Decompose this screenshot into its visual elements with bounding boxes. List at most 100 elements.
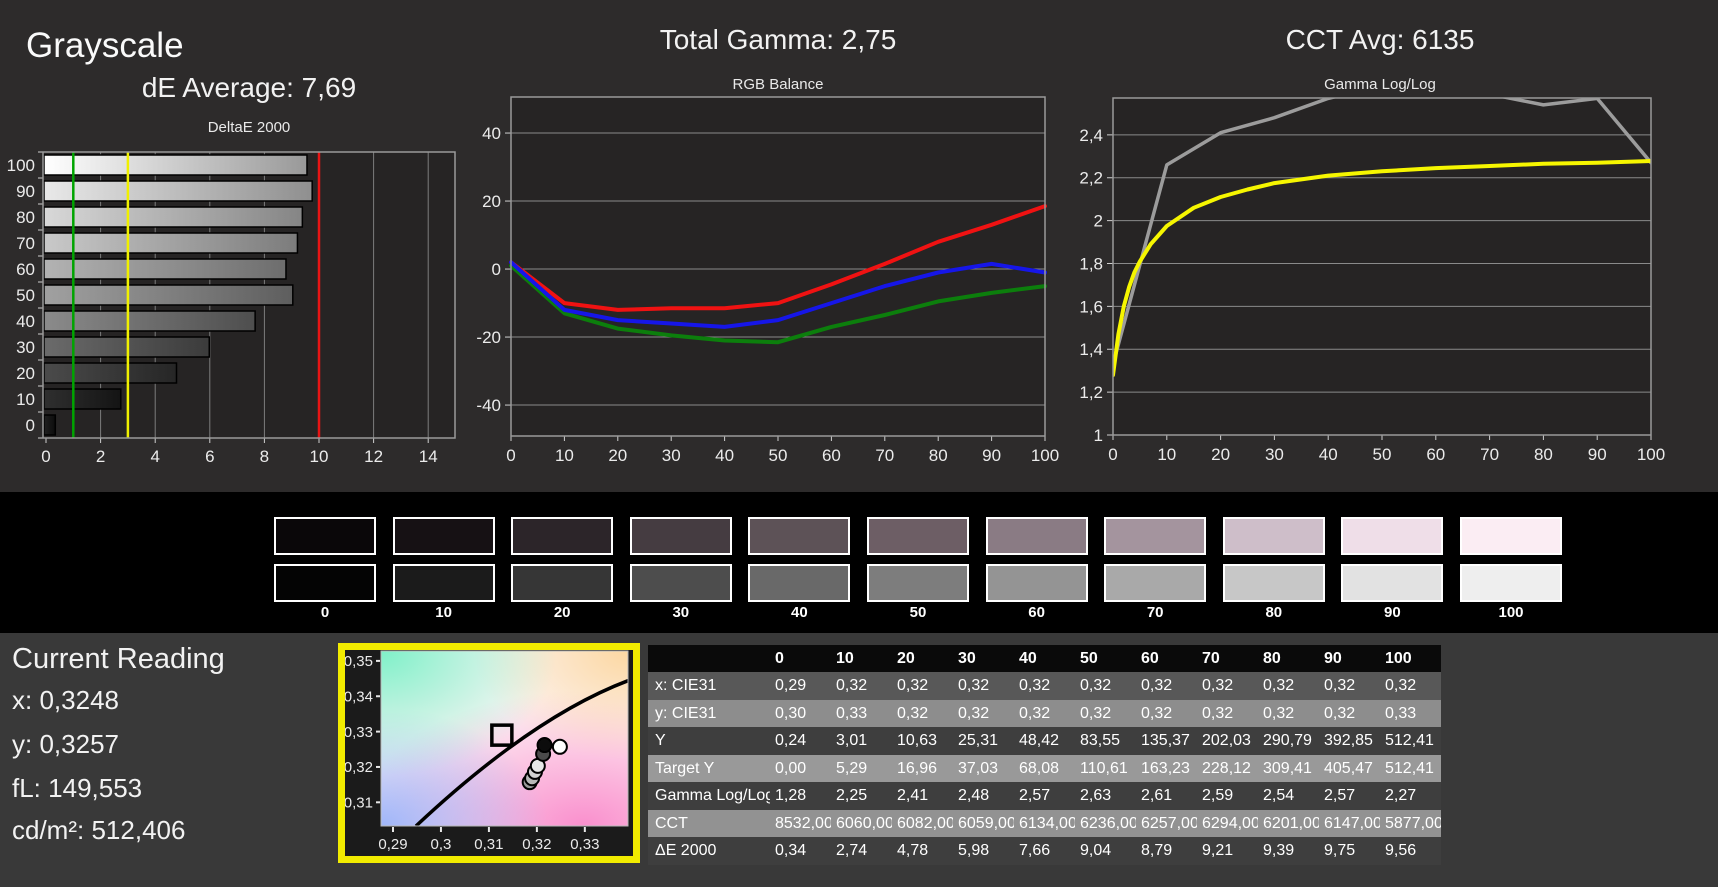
table-col-header-0: 0 <box>775 650 784 667</box>
page-title: Grayscale <box>26 26 184 65</box>
actual-swatch-10 <box>392 517 495 555</box>
svg-text:-20: -20 <box>476 328 501 347</box>
table-cell: 0,32 <box>1324 704 1356 722</box>
svg-text:1,6: 1,6 <box>1079 297 1103 316</box>
reading-y-label: y: <box>12 729 33 759</box>
table-cell: 9,39 <box>1263 842 1295 859</box>
actual-swatch-60 <box>985 517 1088 555</box>
table-cell: 0,24 <box>775 732 807 749</box>
row-label: y: CIE31 <box>655 704 717 722</box>
actual-swatch-50 <box>867 517 969 555</box>
reading-fl-label: fL: <box>12 773 41 803</box>
table-cell: 512,41 <box>1385 759 1434 777</box>
row-label: Target Y <box>655 759 715 777</box>
table-cell: 0,32 <box>1080 704 1112 722</box>
swatch-level-label: 90 <box>1384 604 1401 621</box>
table-cell: 0,34 <box>775 842 807 859</box>
table-cell: 9,75 <box>1324 842 1356 859</box>
table-col-header-20: 20 <box>897 650 915 667</box>
target-swatch-20 <box>511 564 614 602</box>
svg-text:90: 90 <box>1588 445 1607 464</box>
table-cell: 6257,00 <box>1141 814 1197 832</box>
table-cell: 68,08 <box>1019 759 1060 777</box>
swatch-level-label: 40 <box>791 604 808 621</box>
target-swatch-80 <box>1222 564 1325 602</box>
table-cell: 2,57 <box>1324 787 1356 804</box>
target-swatch-60 <box>985 564 1088 602</box>
svg-text:40: 40 <box>482 124 501 143</box>
svg-text:0: 0 <box>492 260 501 279</box>
svg-text:-40: -40 <box>476 396 501 415</box>
deltae-bar-60 <box>43 258 287 280</box>
svg-text:0: 0 <box>506 446 515 465</box>
reading-x-label: x: <box>12 685 33 715</box>
table-col-header-100: 100 <box>1385 650 1412 667</box>
table-cell: 6236,00 <box>1080 814 1136 832</box>
deltae-bar-50 <box>43 284 294 306</box>
table-cell: 0,32 <box>836 677 868 694</box>
table-cell: 0,32 <box>1202 704 1234 722</box>
table-cell: 6294,00 <box>1202 814 1258 832</box>
table-cell: 2,25 <box>836 787 868 804</box>
deltae-bar-10 <box>43 388 122 410</box>
measured-point-5 <box>536 737 553 754</box>
svg-text:0,33: 0,33 <box>345 724 373 741</box>
svg-text:1,2: 1,2 <box>1079 383 1103 402</box>
total-gamma-title: Total Gamma: 2,75 <box>659 24 897 55</box>
svg-text:20: 20 <box>608 446 627 465</box>
svg-text:0,34: 0,34 <box>345 689 373 706</box>
deltae-bar-30 <box>43 336 211 358</box>
table-cell: 2,54 <box>1263 787 1295 804</box>
table-cell: 83,55 <box>1080 732 1121 749</box>
swatch-level-label: 20 <box>553 604 571 621</box>
table-cell: 5877,00 <box>1385 814 1441 832</box>
target-swatch-100 <box>1460 564 1562 602</box>
bottom-section: Current Reading x: 0,3248 y: 0,3257 fL: … <box>0 633 1718 887</box>
table-col-header-40: 40 <box>1019 650 1037 667</box>
swatch-level-label: 10 <box>435 604 452 621</box>
svg-text:30: 30 <box>16 338 35 357</box>
svg-text:80: 80 <box>929 446 948 465</box>
target-swatch-50 <box>867 564 969 602</box>
target-swatch-40 <box>748 564 851 602</box>
svg-text:50: 50 <box>769 446 788 465</box>
table-cell: 0,32 <box>1263 677 1295 694</box>
target-swatch-70 <box>1104 564 1207 602</box>
table-cell: 2,59 <box>1202 787 1234 804</box>
table-cell: 0,33 <box>1385 704 1417 722</box>
table-cell: 2,41 <box>897 787 929 804</box>
svg-text:100: 100 <box>1637 445 1665 464</box>
table-cell: 163,23 <box>1141 759 1190 777</box>
swatch-level-label: 0 <box>320 604 330 621</box>
svg-text:12: 12 <box>364 447 383 466</box>
svg-text:10: 10 <box>555 446 574 465</box>
table-cell: 309,41 <box>1263 759 1312 777</box>
table-cell: 228,12 <box>1202 759 1251 777</box>
table-col-header-60: 60 <box>1141 650 1159 667</box>
deltae-bar-70 <box>43 232 299 254</box>
gamma-chart-title: Gamma Log/Log <box>1324 76 1436 93</box>
table-cell: 9,04 <box>1080 842 1112 859</box>
cie-gamut-gradient <box>381 651 628 826</box>
table-col-header-30: 30 <box>958 650 976 667</box>
reading-cdm2-label: cd/m²: <box>12 815 85 845</box>
table-cell: 6060,00 <box>836 814 892 832</box>
table-col-header-90: 90 <box>1324 650 1342 667</box>
svg-text:0,29: 0,29 <box>378 836 407 853</box>
measured-gamma-line <box>1113 98 1651 367</box>
actual-swatch-90 <box>1341 517 1444 555</box>
table-cell: 392,85 <box>1324 732 1373 749</box>
actual-swatch-70 <box>1104 517 1207 555</box>
table-cell: 0,32 <box>958 704 990 722</box>
svg-text:20: 20 <box>16 364 35 383</box>
svg-text:40: 40 <box>16 312 35 331</box>
svg-text:0,31: 0,31 <box>345 795 373 812</box>
reading-fl: fL: 149,553 <box>12 773 142 804</box>
table-cell: 135,37 <box>1141 732 1190 749</box>
table-cell: 6082,00 <box>897 814 953 832</box>
measured-point-6 <box>551 738 568 755</box>
reading-y-value: 0,3257 <box>39 729 119 759</box>
actual-swatch-20 <box>511 517 614 555</box>
table-row-x: CIE31: x: CIE31 0,29 0,32 0,32 0,32 0,32 0,32 0,32 0,32… <box>648 672 1441 700</box>
row-label: x: CIE31 <box>655 677 717 694</box>
